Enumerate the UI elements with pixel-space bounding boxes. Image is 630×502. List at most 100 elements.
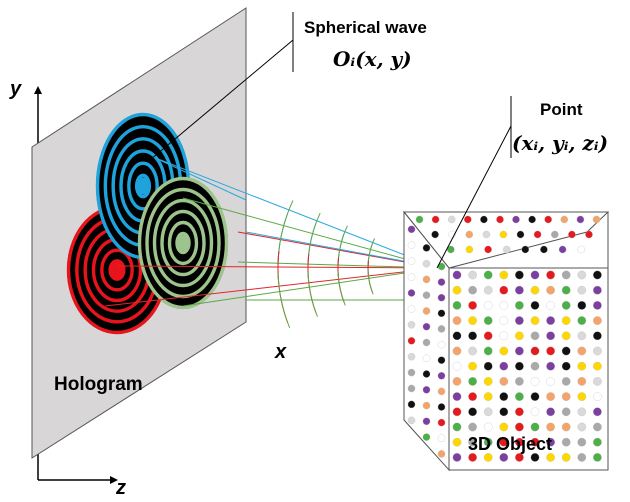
object-point [577,331,587,341]
object-point [561,422,571,432]
object-point [558,245,567,254]
object-point [546,270,555,280]
object-point [437,278,446,286]
blue-wave-center [137,177,149,195]
object-point [422,338,431,347]
object-point [422,386,431,394]
object-point [530,361,540,371]
object-point [515,377,524,386]
wavefront-arc [367,270,374,295]
object-point [593,377,602,386]
object-point [515,361,524,371]
wave-formula: Oᵢ(x, y) [333,47,412,71]
object-point [437,309,446,318]
wavefront-arc [277,200,294,263]
object-point [577,407,587,417]
object-point [515,346,524,356]
object-point [592,215,601,224]
object-point [483,331,493,341]
object-point [407,305,416,313]
object-point [499,407,509,417]
object-point [561,316,571,325]
object-point [577,392,587,401]
object-point [483,316,493,325]
object-point [483,437,493,447]
object-point [499,377,509,386]
object-point [530,377,540,386]
object-point [593,392,602,401]
object-point [484,245,492,254]
object-point [585,230,593,239]
object-point [560,215,569,224]
red-wave-ring [108,259,126,281]
object-point [577,377,587,386]
green-wave-pattern [137,176,229,310]
object-point [515,453,524,462]
x-axis-label: x [274,341,287,363]
object-point [593,437,602,447]
wavefront-arc [337,271,346,306]
object-point [546,407,555,417]
object-point [464,215,472,224]
object-point [468,407,477,417]
object-point [465,245,474,254]
object-point [530,453,540,462]
object-point [577,453,587,462]
wave-callout-leader [149,39,294,161]
object-point [515,301,524,310]
object-point [546,361,555,371]
object-point [593,270,602,280]
object-point [502,245,511,254]
object-point [546,316,555,325]
object-point [499,437,509,447]
object-point [528,215,536,224]
object-point [407,384,416,393]
object-point [593,301,602,310]
blue-wave-ring [127,161,159,211]
object-point [515,331,524,341]
object-point [577,361,587,371]
object-point [468,422,477,432]
object-point [422,244,431,252]
object-point [546,346,555,356]
object-point [452,331,462,341]
object-point [447,215,456,224]
object-point [544,215,552,224]
object-point [530,285,540,295]
object-point [546,301,555,310]
red-wave-ring [100,248,134,292]
green-wave-ring [175,231,191,255]
object-point [530,301,540,310]
object-point [407,400,416,409]
object-point [515,285,524,295]
object-point [437,372,446,380]
object-point [407,321,416,329]
object-point [407,273,416,281]
ray [182,267,439,307]
object-point [546,453,555,462]
object-point [468,346,477,356]
object-point [468,453,477,462]
green-wave-center [177,235,189,251]
object-point [593,316,602,325]
object-point [465,230,474,239]
object-point [515,437,524,447]
green-wave-ring [145,187,221,299]
object-point [452,316,462,325]
red-wave-center [111,262,123,278]
object-point [577,301,587,310]
object-point [468,392,477,401]
object-point [568,230,576,239]
wavefront-arc [277,273,291,329]
object-point [499,453,509,462]
object-point [593,361,602,371]
object-point [593,422,602,432]
object-point [452,453,462,462]
object-point [577,437,587,447]
object-point [483,285,493,295]
object-point [593,331,602,341]
object-point [561,301,571,310]
object-point [561,453,571,462]
object-point [407,416,416,425]
object-point [577,422,587,432]
